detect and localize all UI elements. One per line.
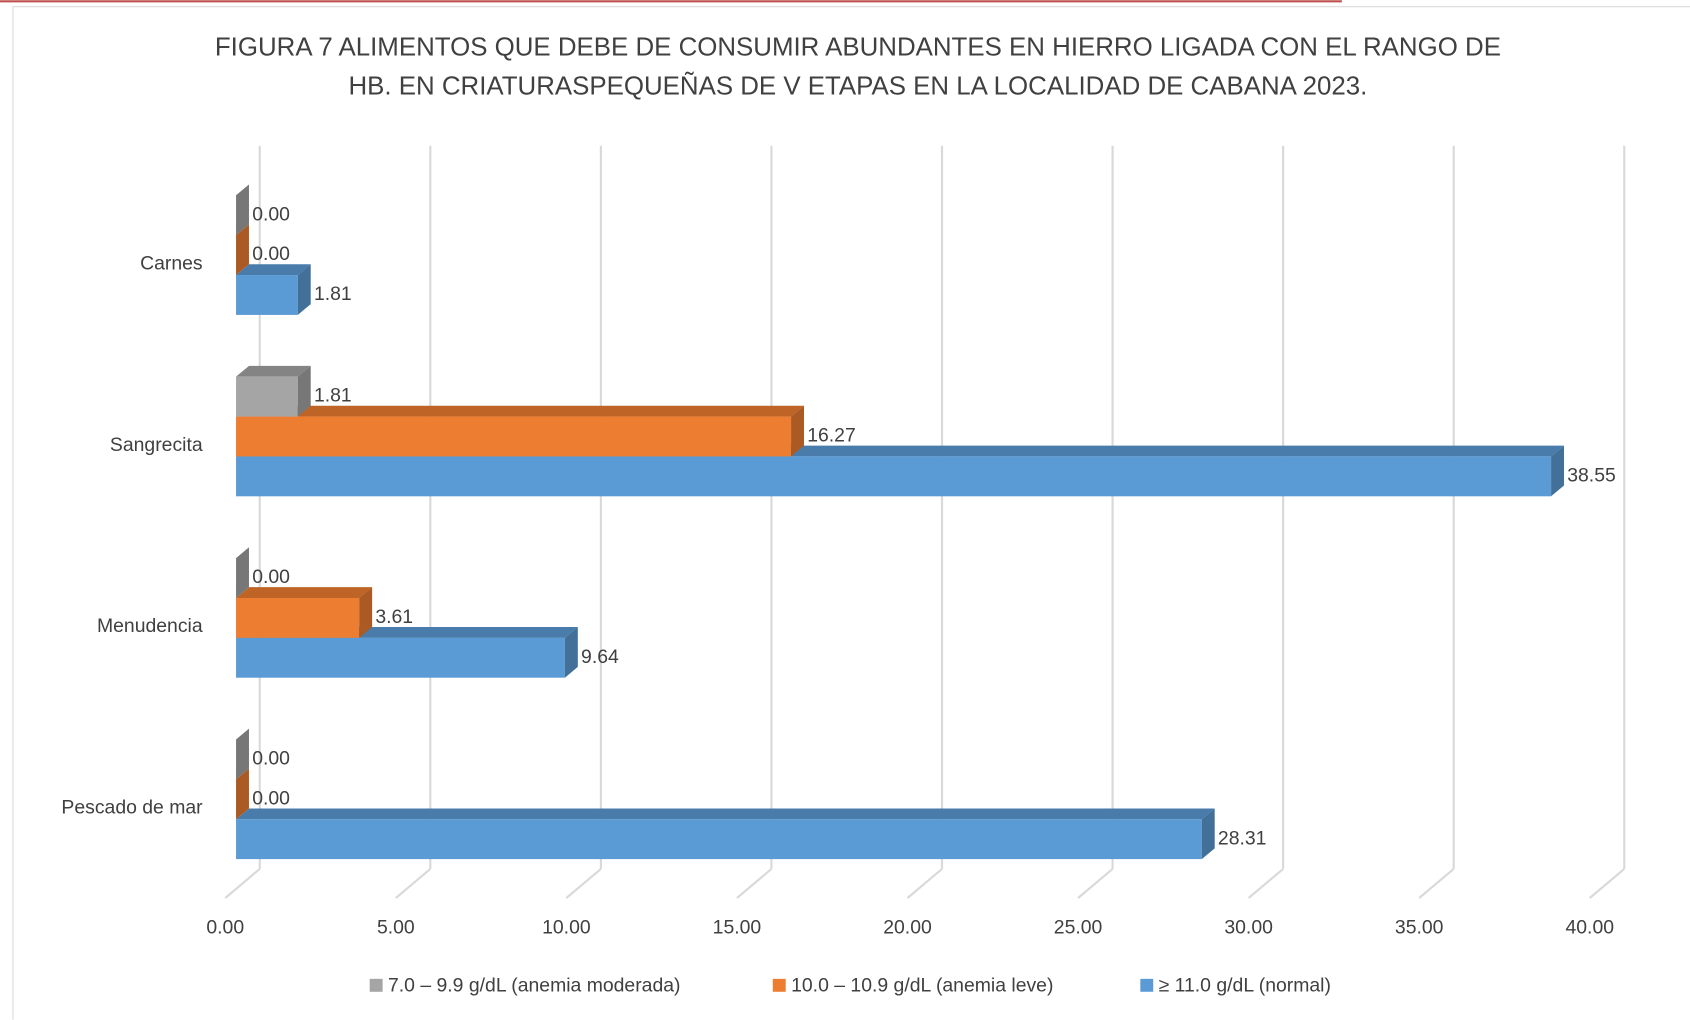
x-tick-label: 20.00 — [883, 916, 932, 938]
floor-line — [736, 868, 773, 899]
bar — [236, 587, 373, 638]
bar — [236, 547, 249, 598]
data-label: 0.00 — [252, 243, 290, 265]
bar-front — [236, 456, 1552, 497]
category-label: Menudencia — [97, 615, 203, 637]
data-label: 0.00 — [252, 787, 290, 809]
data-label: 0.00 — [252, 566, 290, 588]
floor-line — [1247, 868, 1284, 899]
bar-side — [236, 547, 249, 598]
x-tick-label: 10.00 — [542, 916, 591, 938]
bar — [236, 768, 249, 820]
bar-side — [564, 627, 578, 678]
legend-swatch — [1140, 978, 1154, 992]
bar-side — [1551, 445, 1565, 497]
bar-front — [236, 416, 792, 457]
bar-top — [236, 587, 373, 598]
category-label: Carnes — [140, 252, 203, 274]
x-tick-label: 40.00 — [1565, 916, 1614, 938]
x-tick-label: 30.00 — [1224, 916, 1273, 938]
x-tick-label: 35.00 — [1395, 916, 1444, 938]
bar-top — [236, 808, 1215, 820]
floor-line — [1589, 868, 1625, 899]
floor-line — [1418, 868, 1455, 899]
data-label: 1.81 — [314, 283, 352, 305]
floor-line — [224, 868, 261, 899]
chart-title: HB. EN CRIATURASPEQUEÑAS DE V ETAPAS EN … — [348, 71, 1367, 100]
bar-side — [1201, 808, 1215, 860]
bar — [236, 184, 249, 236]
bar — [236, 224, 249, 276]
x-tick-label: 15.00 — [713, 916, 762, 938]
bar-side — [359, 587, 373, 638]
bar-top — [236, 405, 804, 417]
x-tick-label: 5.00 — [377, 916, 415, 938]
data-label: 16.27 — [807, 425, 856, 447]
bar — [236, 728, 249, 780]
category-label: Pescado de mar — [61, 797, 203, 819]
bar-side — [236, 224, 249, 276]
data-label: 0.00 — [252, 203, 290, 225]
bar-top — [236, 365, 311, 377]
data-label: 38.55 — [1567, 464, 1616, 486]
bar-side — [236, 768, 249, 820]
chart-title: FIGURA 7 ALIMENTOS QUE DEBE DE CONSUMIR … — [215, 34, 1501, 62]
bar — [236, 365, 311, 417]
data-label: 28.31 — [1218, 827, 1267, 849]
data-label: 9.64 — [581, 646, 619, 668]
x-tick-label: 25.00 — [1054, 916, 1103, 938]
data-label: 1.81 — [314, 385, 352, 407]
legend-swatch — [772, 978, 786, 992]
x-tick-label: 0.00 — [206, 916, 244, 938]
bar-side — [791, 405, 804, 457]
legend-swatch — [369, 978, 383, 992]
bar — [236, 405, 804, 457]
bar-front — [236, 637, 565, 678]
category-label: Sangrecita — [110, 434, 203, 456]
bar-side — [297, 365, 311, 417]
bar-front — [236, 597, 360, 638]
legend-label: ≥ 11.0 g/dL (normal) — [1159, 975, 1331, 997]
bar — [236, 264, 311, 315]
data-label: 0.00 — [252, 748, 290, 770]
bar-side — [236, 728, 249, 780]
bar-front — [236, 819, 1202, 860]
floor-line — [565, 868, 602, 899]
floor-line — [906, 868, 943, 899]
legend-label: 10.0 – 10.9 g/dL (anemia leve) — [791, 975, 1053, 997]
floor-line — [1077, 868, 1114, 899]
bar-side — [297, 264, 311, 315]
bar — [236, 808, 1215, 860]
legend-label: 7.0 – 9.9 g/dL (anemia moderada) — [388, 975, 680, 997]
bar-side — [236, 184, 249, 236]
bar-front — [236, 376, 298, 417]
bar-front — [236, 275, 298, 315]
bar-top — [236, 264, 311, 276]
floor-line — [395, 868, 432, 899]
data-label: 3.61 — [375, 606, 413, 628]
